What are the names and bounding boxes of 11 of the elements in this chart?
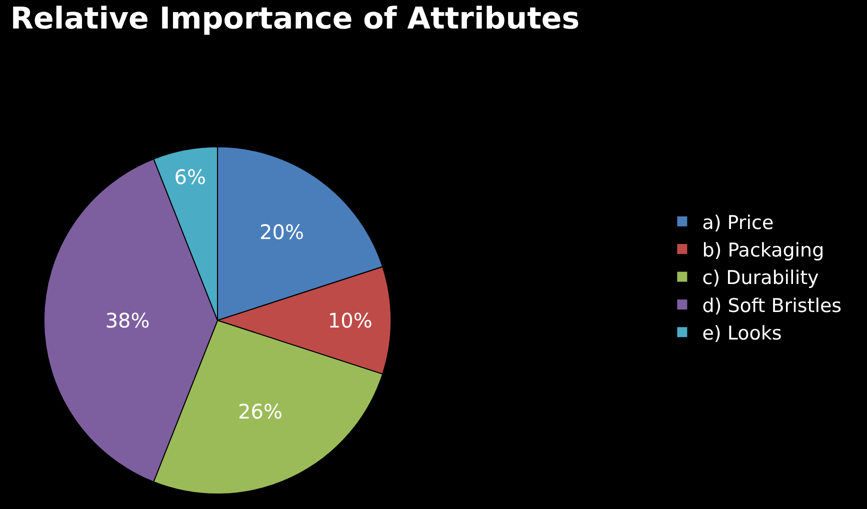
legend-label: d) Soft Bristles bbox=[702, 294, 842, 317]
legend-label: e) Looks bbox=[702, 322, 782, 345]
legend-label: a) Price bbox=[702, 212, 774, 234]
data-label: 20% bbox=[260, 220, 304, 244]
data-label: 38% bbox=[105, 308, 150, 332]
chart-title: Relative Importance of Attributes bbox=[10, 2, 580, 37]
legend-label: c) Durability bbox=[702, 267, 819, 290]
data-label: 26% bbox=[238, 399, 282, 424]
legend-label: b) Packaging bbox=[702, 239, 824, 262]
data-label: 10% bbox=[328, 308, 372, 332]
data-label: 6% bbox=[174, 164, 206, 189]
